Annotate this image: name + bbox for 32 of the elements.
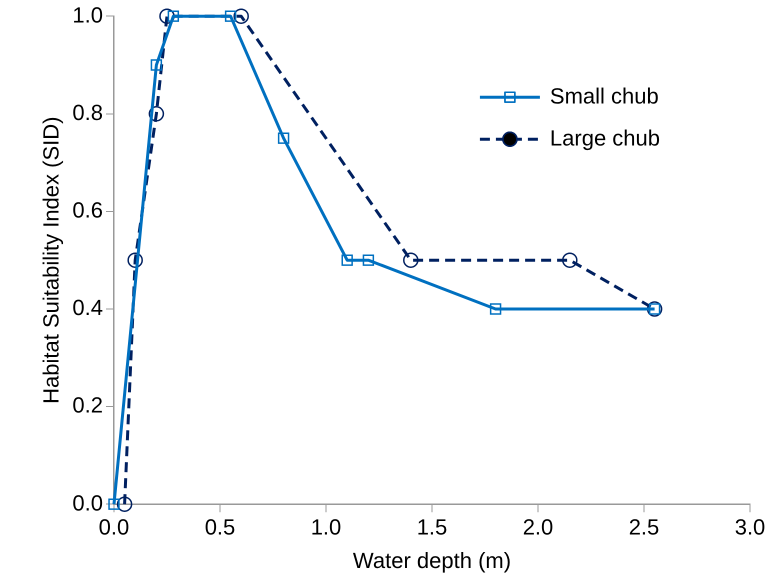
- point: [403, 252, 419, 268]
- y-axis-title: Habitat Suitability Index (SID): [38, 116, 64, 404]
- y-tick-label: 1.0: [72, 2, 103, 28]
- point: [127, 252, 143, 268]
- point: [341, 254, 353, 266]
- y-tick-label: 0.6: [72, 197, 103, 222]
- point: [362, 254, 374, 266]
- x-tick-label: 2.5: [628, 514, 660, 540]
- x-axis-title: Water depth (m): [352, 548, 512, 573]
- x-tick-label: 0.5: [204, 514, 236, 540]
- point: [150, 59, 162, 71]
- point: [108, 498, 120, 510]
- x-tick-label: 3.0: [734, 514, 766, 540]
- x-tick-label: 0.0: [98, 514, 130, 540]
- x-tick-label: 2.0: [522, 514, 554, 540]
- point: [490, 303, 502, 315]
- point: [278, 132, 290, 144]
- point: [233, 8, 249, 24]
- point: [148, 106, 164, 122]
- legend-label: Small chub: [550, 83, 659, 108]
- x-tick-label: 1.5: [416, 514, 448, 540]
- y-tick-label: 0.0: [72, 490, 103, 516]
- point: [159, 8, 175, 24]
- x-tick-label: 1.0: [310, 514, 342, 540]
- y-tick-label: 0.2: [72, 392, 103, 418]
- point: [224, 10, 236, 22]
- y-tick-label: 0.4: [72, 295, 103, 320]
- point: [168, 10, 180, 22]
- point: [116, 496, 132, 512]
- legend-label: Large chub: [550, 125, 660, 150]
- y-tick-label: 0.8: [72, 100, 103, 125]
- point: [562, 252, 578, 268]
